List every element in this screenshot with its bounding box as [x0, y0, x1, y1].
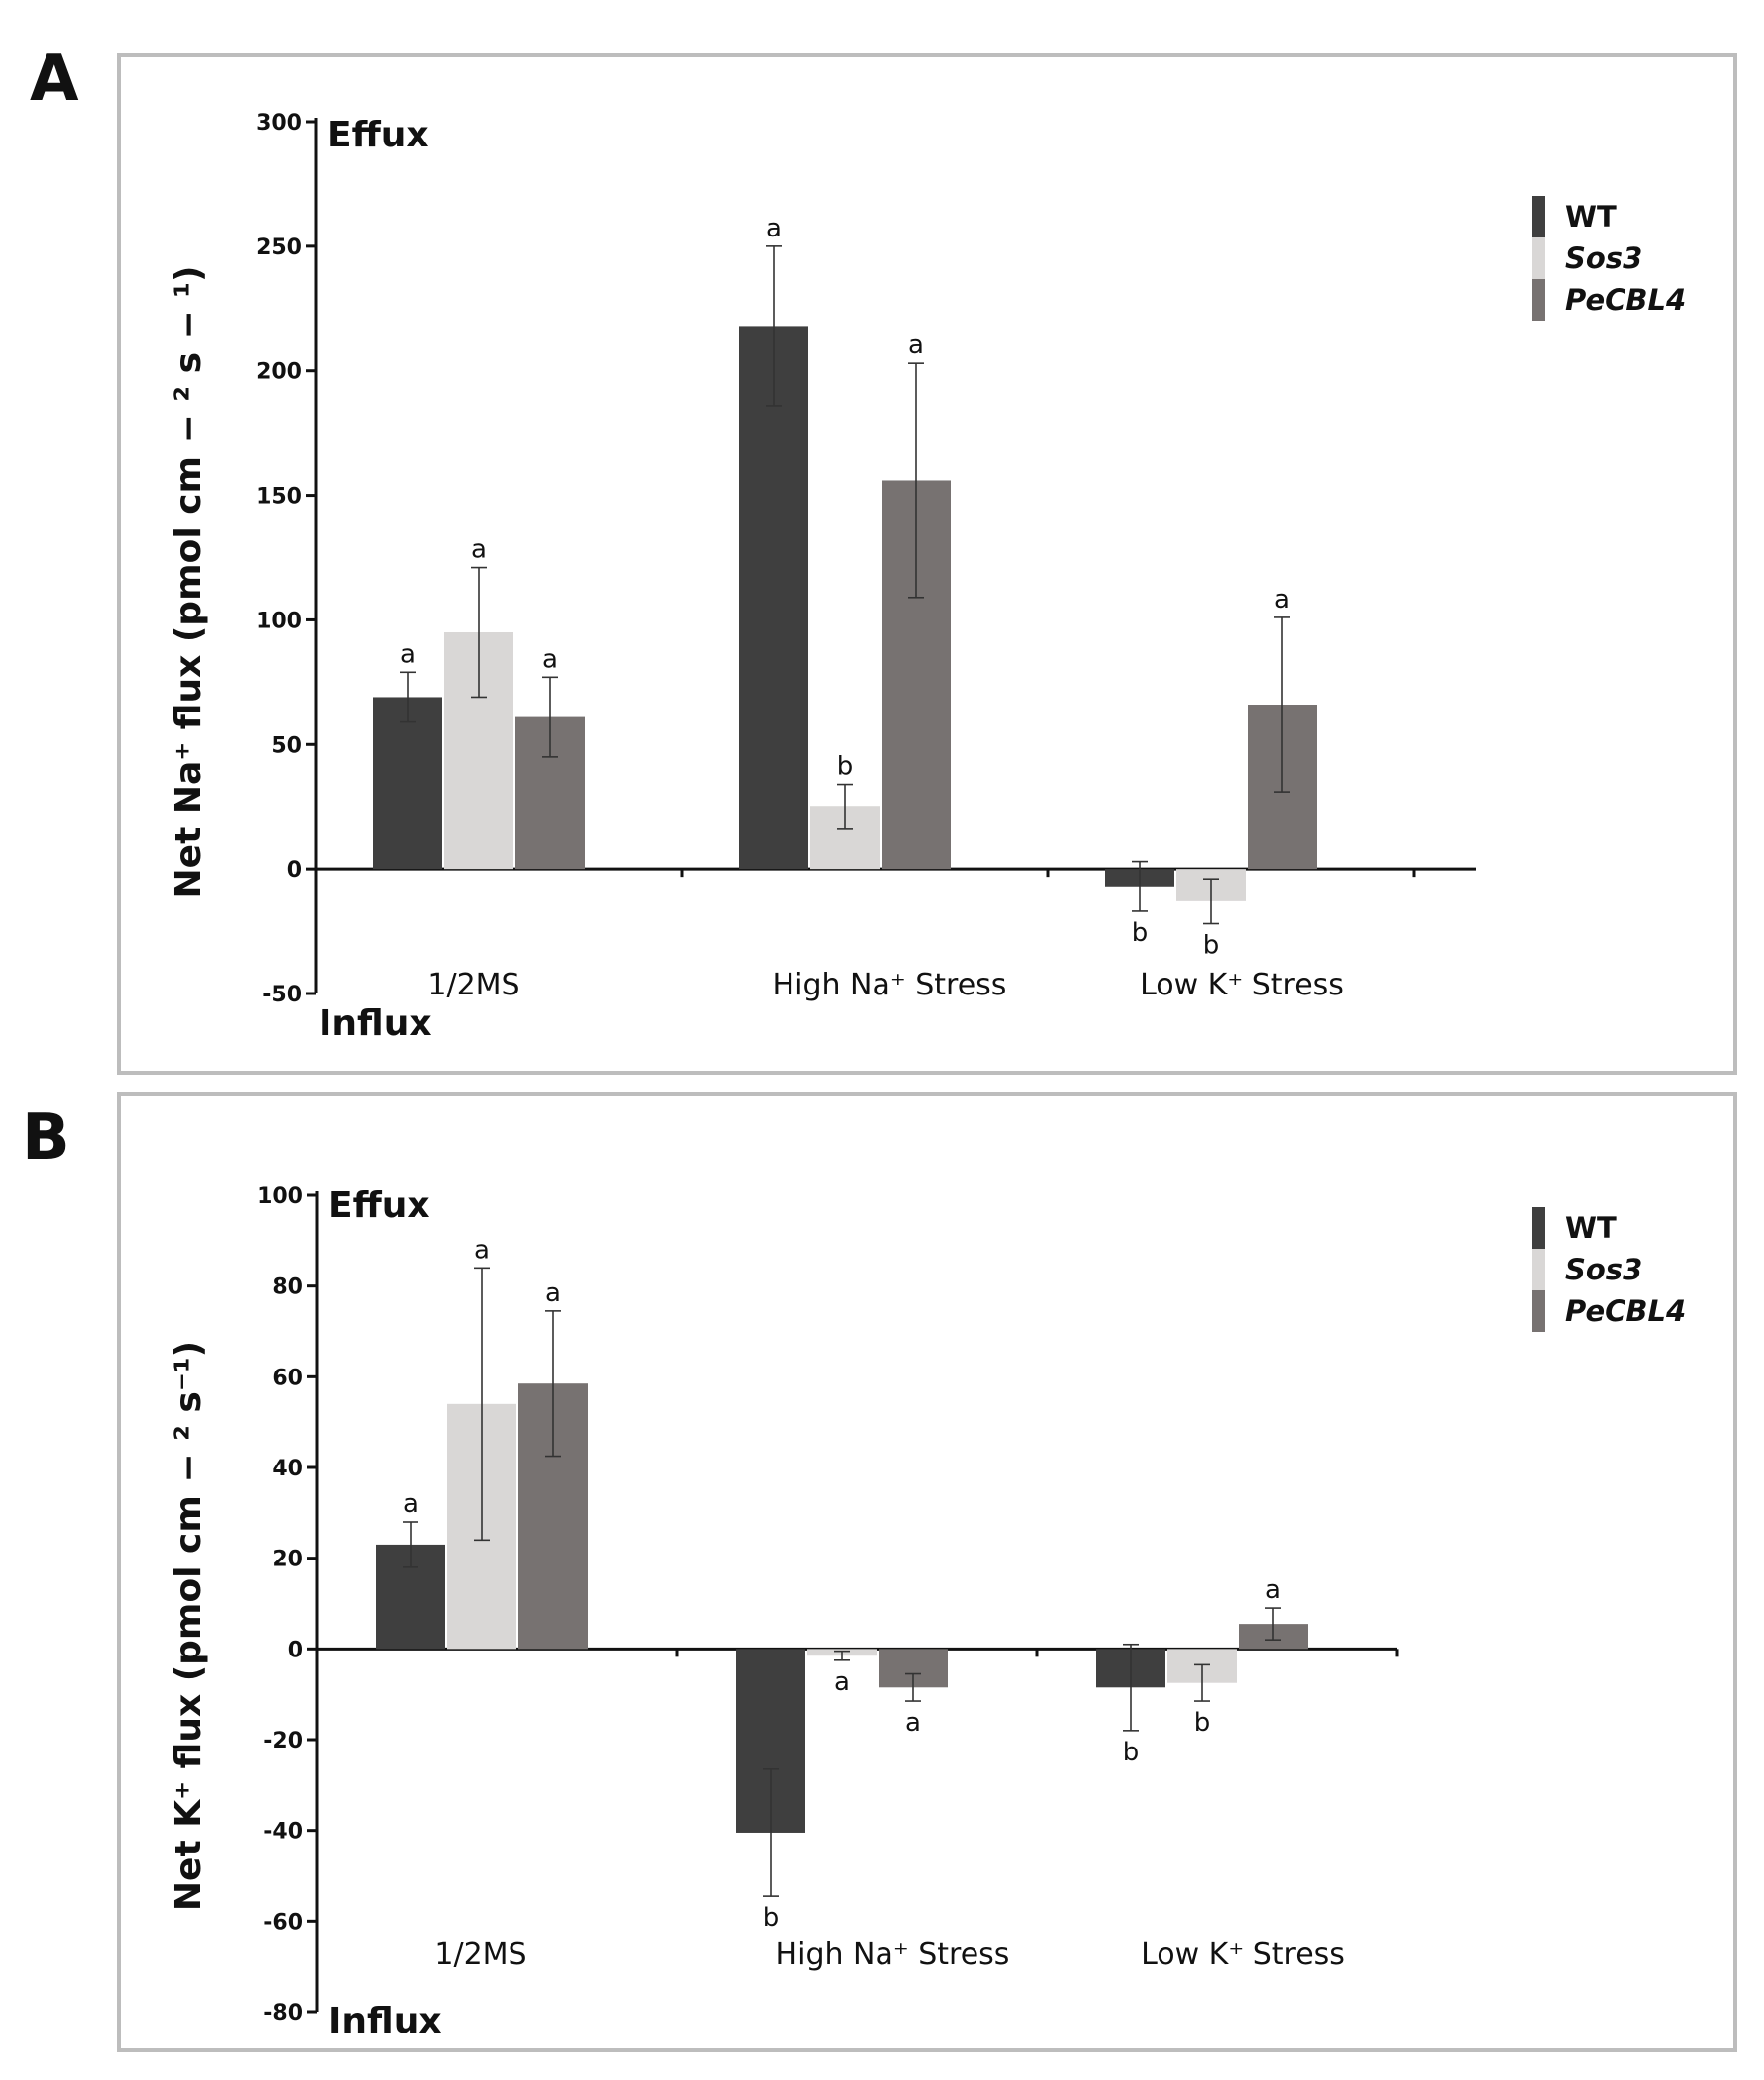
- significance-letter: a: [400, 639, 416, 669]
- net-na-flux-chart: 300 250 200 150 100 50 0 -50 a a b a b b a a a 1/2MS High …: [168, 111, 1476, 1044]
- significance-letter: a: [403, 1489, 418, 1519]
- category-label: Low K⁺ Stress: [1141, 1938, 1345, 1972]
- bar-wt: [373, 697, 442, 870]
- legend-swatch-sos3: [1532, 237, 1545, 279]
- category-label: 1/2MS: [427, 968, 519, 1002]
- significance-letter: a: [545, 1278, 561, 1308]
- y-tick-label: -60: [263, 1910, 303, 1935]
- legend-swatch-pecbl4: [1532, 279, 1545, 321]
- significance-letter: a: [1265, 1575, 1281, 1605]
- y-tick-label: 200: [256, 360, 302, 385]
- influx-label: Influx: [319, 1003, 432, 1044]
- y-tick-label: 300: [256, 111, 302, 136]
- significance-letter: a: [905, 1708, 921, 1738]
- y-tick-label: 250: [256, 236, 302, 260]
- legend-item-sos3: Sos3: [1532, 1249, 1729, 1290]
- legend-label-sos3: Sos3: [1565, 241, 1643, 275]
- significance-letter: a: [908, 331, 924, 360]
- legend-swatch-sos3: [1532, 1249, 1545, 1290]
- legend-item-pecbl4: PeCBL4: [1532, 1290, 1729, 1332]
- significance-letter: b: [1203, 931, 1220, 961]
- category-label: High Na⁺ Stress: [773, 968, 1007, 1002]
- y-tick-label: 100: [256, 609, 302, 633]
- legend-label-pecbl4: PeCBL4: [1565, 283, 1687, 317]
- significance-letter: b: [1132, 918, 1149, 948]
- y-tick-label: 0: [287, 858, 302, 883]
- significance-letter: b: [763, 1903, 780, 1933]
- y-tick-label: -40: [263, 1820, 303, 1844]
- y-tick-label: 20: [272, 1548, 303, 1572]
- panel-b-letter: B: [22, 1101, 70, 1175]
- influx-label: Influx: [328, 2001, 442, 2041]
- y-tick-label: -50: [262, 983, 302, 1007]
- legend-label-wt: WT: [1565, 200, 1617, 234]
- y-tick-label: 60: [272, 1366, 303, 1390]
- y-tick-label: 0: [288, 1638, 303, 1662]
- y-tick-label: -20: [263, 1729, 303, 1753]
- y-tick-label: -80: [263, 2001, 303, 2026]
- category-label: High Na⁺ Stress: [776, 1938, 1010, 1972]
- y-axis-title: Net Na⁺ flux (pmol cm − ² s − ¹): [168, 266, 209, 898]
- y-tick-label: 40: [272, 1457, 303, 1481]
- net-k-flux-chart: 100 80 60 40 20 0 -20 -40 -60 -80 a b b a b a a a a 1/2MS Hi…: [168, 1184, 1399, 2041]
- significance-letter: b: [1194, 1708, 1211, 1738]
- significance-letter: a: [474, 1235, 490, 1265]
- y-tick-label: 50: [271, 733, 302, 758]
- legend-label-sos3: Sos3: [1565, 1253, 1643, 1286]
- legend-item-pecbl4: PeCBL4: [1532, 279, 1729, 321]
- legend-item-sos3: Sos3: [1532, 237, 1729, 279]
- y-tick-label: 100: [257, 1184, 303, 1209]
- category-label: Low K⁺ Stress: [1140, 968, 1344, 1002]
- legend-label-pecbl4: PeCBL4: [1565, 1294, 1687, 1328]
- bar-wt: [739, 326, 808, 870]
- significance-letter: a: [1274, 585, 1290, 615]
- effux-label: Effux: [328, 1185, 430, 1226]
- legend-swatch-wt: [1532, 196, 1545, 237]
- legend-swatch-wt: [1532, 1207, 1545, 1249]
- panel-a-frame: 300 250 200 150 100 50 0 -50 a a b a b b a a a 1/2MS High …: [117, 53, 1737, 1075]
- legend-item-wt: WT: [1532, 196, 1729, 237]
- panel-a-letter: A: [30, 43, 79, 116]
- panel-b-frame: 100 80 60 40 20 0 -20 -40 -60 -80 a b b a b a a a a 1/2MS Hi…: [117, 1092, 1737, 2052]
- y-axis-title: Net K⁺ flux (pmol cm − ² s⁻¹): [168, 1341, 209, 1911]
- significance-letter: a: [766, 214, 782, 243]
- effux-label: Effux: [327, 115, 429, 155]
- significance-letter: a: [834, 1667, 850, 1697]
- legend-label-wt: WT: [1565, 1211, 1617, 1245]
- significance-letter: a: [542, 644, 558, 674]
- legend-item-wt: WT: [1532, 1207, 1729, 1249]
- legend-swatch-pecbl4: [1532, 1290, 1545, 1332]
- significance-letter: b: [837, 752, 854, 782]
- significance-letter: b: [1123, 1738, 1140, 1767]
- category-label: 1/2MS: [434, 1938, 526, 1972]
- significance-letter: a: [471, 535, 487, 565]
- y-tick-label: 80: [272, 1276, 303, 1300]
- y-tick-label: 150: [256, 485, 302, 510]
